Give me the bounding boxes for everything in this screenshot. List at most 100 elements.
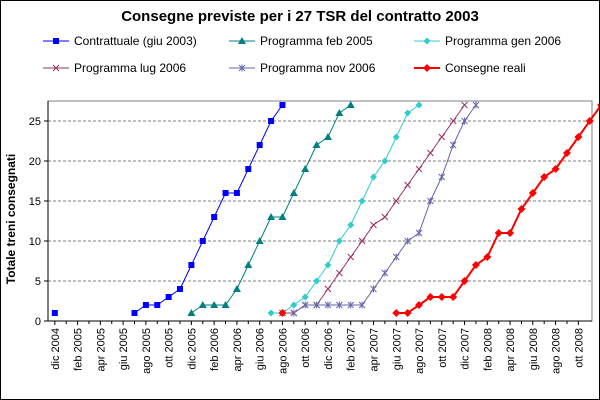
data-point	[392, 309, 401, 317]
x-tick-label: ott 2006	[300, 328, 312, 368]
x-tick-label: apr 2008	[505, 328, 517, 371]
data-point	[437, 293, 446, 301]
data-point	[51, 310, 58, 316]
x-tick-label: giu 2005	[118, 328, 130, 370]
series-1	[187, 101, 355, 316]
data-point	[404, 237, 411, 245]
data-point	[551, 165, 560, 173]
data-point	[438, 133, 446, 141]
series-5	[278, 103, 599, 317]
data-point	[278, 213, 287, 220]
y-tick-label: 20	[29, 156, 41, 168]
data-point	[131, 310, 138, 316]
y-ticks: 0 5 10 15 20 25	[29, 116, 48, 328]
x-tick-label: dic 2007	[460, 328, 472, 370]
data-point	[472, 101, 480, 109]
data-point	[370, 285, 377, 293]
legend-label: Contrattuale (giu 2003)	[74, 34, 197, 48]
x-tick-label: feb 2006	[209, 328, 221, 371]
data-point	[199, 238, 206, 244]
data-point	[449, 117, 457, 125]
x-tick-label: dic 2006	[323, 328, 335, 370]
series-4	[290, 101, 480, 317]
data-point	[426, 293, 435, 301]
data-point	[415, 301, 424, 309]
legend-label: Consegne reali	[445, 61, 526, 75]
legend-label: Programma lug 2006	[74, 61, 186, 75]
data-point	[585, 117, 594, 125]
legend-item: Programma feb 2005	[229, 34, 373, 48]
data-point	[313, 301, 320, 309]
data-point	[574, 133, 583, 141]
data-point	[52, 64, 60, 72]
data-point	[165, 294, 172, 300]
plot-area	[47, 100, 593, 322]
y-tick-label: 25	[29, 116, 41, 128]
x-tick-label: ago 2007	[414, 328, 426, 374]
data-point	[415, 165, 423, 173]
data-point	[256, 142, 263, 148]
data-point	[324, 285, 332, 293]
x-ticks: dic 2004 feb 2005 apr 2005 giu 2005 ago 2005…	[50, 321, 585, 374]
data-point	[210, 301, 219, 308]
x-tick-label: apr 2007	[368, 328, 380, 371]
data-point	[267, 213, 276, 220]
data-point	[346, 101, 355, 108]
data-point	[211, 214, 218, 220]
data-point	[268, 118, 275, 124]
data-point	[244, 261, 253, 268]
data-point	[335, 301, 343, 309]
legend-item: Programma nov 2006	[229, 61, 376, 75]
y-tick-label: 5	[35, 276, 41, 288]
data-point	[483, 253, 492, 261]
legend: Contrattuale (giu 2003) Programma feb 200…	[43, 34, 561, 75]
data-point	[427, 149, 434, 157]
data-point	[449, 293, 458, 301]
y-tick-label: 0	[35, 316, 41, 328]
x-tick-label: dic 2004	[50, 328, 62, 370]
data-point	[222, 190, 229, 196]
data-point	[255, 237, 264, 244]
axes	[47, 101, 592, 322]
data-point	[323, 133, 332, 140]
series-0	[51, 102, 286, 316]
data-point	[438, 173, 446, 181]
data-point	[392, 253, 400, 261]
data-point	[423, 37, 431, 45]
data-point	[404, 109, 412, 117]
y-tick-label: 15	[29, 196, 41, 208]
legend-label: Programma feb 2005	[260, 34, 373, 48]
data-point	[187, 309, 196, 316]
data-point	[142, 302, 149, 308]
data-point	[301, 301, 309, 309]
data-point	[392, 133, 400, 141]
x-tick-label: giu 2008	[528, 328, 540, 370]
x-tick-label: ott 2008	[573, 328, 585, 368]
data-point	[347, 253, 355, 261]
data-point	[324, 261, 332, 269]
data-point	[404, 181, 411, 189]
data-point	[324, 301, 332, 309]
data-point	[279, 102, 286, 108]
data-point	[278, 309, 287, 317]
x-tick-label: ago 2006	[277, 328, 289, 374]
data-point	[449, 141, 457, 149]
data-point	[233, 190, 240, 196]
data-point	[392, 197, 400, 205]
data-point	[335, 109, 344, 116]
data-point	[188, 262, 195, 268]
data-point	[335, 269, 343, 277]
data-point	[221, 301, 230, 308]
data-point	[370, 221, 377, 229]
x-tick-label: ott 2007	[437, 328, 449, 368]
data-point	[238, 64, 246, 72]
x-tick-label: ott 2005	[164, 328, 176, 368]
data-point	[347, 221, 355, 229]
data-point	[471, 261, 480, 269]
legend-item: Programma gen 2006	[414, 34, 561, 48]
data-point	[415, 101, 423, 109]
data-point	[369, 173, 377, 181]
data-point	[245, 166, 252, 172]
data-point	[403, 309, 412, 317]
data-point	[301, 165, 310, 172]
